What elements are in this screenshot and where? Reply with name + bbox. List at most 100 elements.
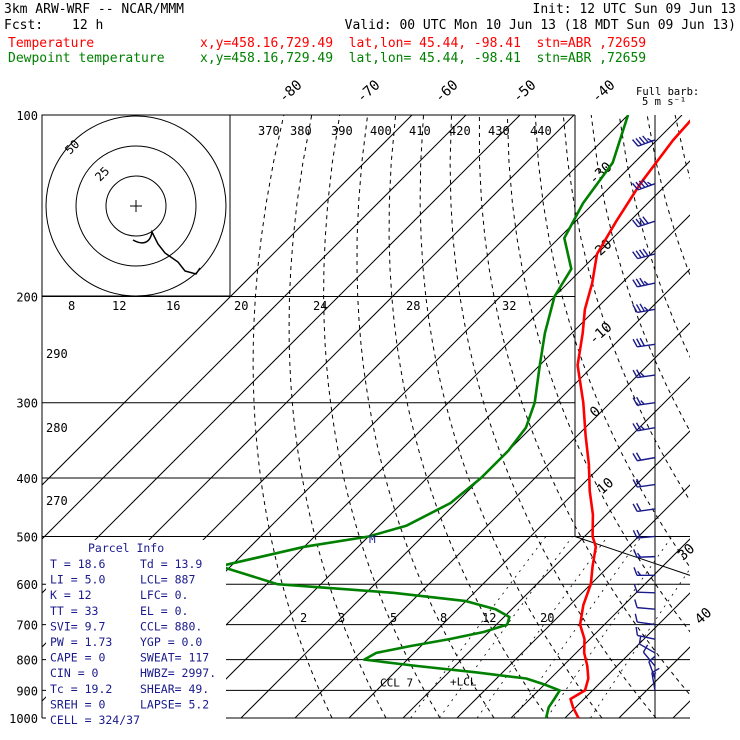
wind-barb-flag — [636, 552, 642, 558]
dry-adiabat-line — [731, 115, 740, 718]
wind-barb-flag — [638, 217, 646, 225]
wind-barb-staff — [648, 661, 656, 679]
wind-barb-flag — [634, 613, 638, 623]
wind-barb-flag — [640, 425, 645, 431]
wind-barb-flag — [642, 179, 649, 187]
wind-barb-flag — [635, 181, 643, 190]
wind-barb-flag — [636, 396, 642, 406]
parcel-info-right: EL = 0. — [140, 604, 188, 618]
wind-barb-flag — [632, 251, 639, 260]
wind-barb — [633, 567, 655, 577]
wind-barb-flag — [635, 422, 642, 431]
temperature-legend: Temperature — [8, 36, 95, 51]
wind-barb-flag — [632, 279, 638, 288]
wind-barb-staff — [636, 591, 656, 594]
parcel-info-left: SREH = 0 — [50, 697, 105, 711]
mixing-ratio-lines — [410, 536, 690, 719]
isotherm-line — [672, 700, 690, 719]
isotherm-label: 30 — [675, 541, 698, 564]
wind-barb — [631, 135, 656, 147]
parcel-info-left: SVI= 9.7 — [50, 619, 105, 633]
pressure-tick-label: 900 — [16, 684, 38, 698]
wind-barb-flag — [642, 216, 649, 224]
dry-adiabat-line — [419, 115, 603, 719]
wind-barb-staff — [637, 621, 656, 626]
wind-barb-flag — [635, 626, 639, 636]
temperature-location: x,y=458.16,729.49 lat,lon= 45.44, -98.41… — [200, 36, 647, 51]
mixing-ratio-line — [546, 536, 673, 719]
mixing-ratio-label: 12 — [482, 611, 496, 625]
pressure-tick-label: 500 — [16, 530, 38, 544]
hodograph-ring — [75, 145, 197, 267]
wind-barb-flag — [638, 136, 646, 145]
dry-adiabat-line — [323, 115, 441, 719]
wind-barb-flag — [635, 304, 642, 313]
wind-barb — [632, 452, 656, 462]
dry-adiabat-line — [646, 115, 690, 277]
wind-barb-flag — [639, 249, 646, 258]
isotherm-line — [42, 115, 467, 540]
isotherm-line — [402, 430, 690, 719]
pressure-tick-label: 800 — [16, 654, 38, 668]
wind-barb-flag — [643, 306, 649, 312]
isotherm-line — [42, 115, 413, 486]
mixing-ratio-label: 2 — [300, 611, 307, 625]
wind-barb-staff — [637, 606, 656, 610]
parcel-info-left: LI = 5.0 — [50, 573, 105, 587]
pressure-tick-label: 600 — [16, 578, 38, 592]
wind-barb — [632, 337, 656, 348]
isotherm-line — [240, 268, 690, 719]
wind-barb-flag — [633, 549, 638, 558]
wind-barb — [632, 216, 656, 228]
parcel-info-right: LAPSE= 5.2 — [140, 697, 209, 711]
dry-adiabats — [252, 115, 740, 719]
wind-barb-flag — [632, 397, 638, 406]
pressure-tick-label: 100 — [16, 109, 38, 123]
wind-barb-flag — [632, 304, 638, 313]
barb-legend-units: 5 m s⁻¹ — [642, 96, 686, 108]
isotherm-label: -10 — [586, 319, 616, 348]
mixing-ratio-label: 3 — [338, 611, 345, 625]
dry-adiabat-line — [703, 115, 740, 718]
dry-adiabat-line — [674, 115, 690, 180]
pressure-tick-label: 400 — [16, 472, 38, 486]
parcel-info-box: Parcel Info T = 18.6 Td = 13.9 LI = 5.0 LCL=… — [46, 540, 226, 727]
wind-barb-flag — [632, 453, 638, 462]
parcel-info-title: Parcel Info — [88, 541, 164, 555]
wind-barb-flag — [632, 503, 638, 512]
profile-series — [218, 115, 690, 719]
hodograph-speed-tick: 16 — [166, 299, 180, 313]
wind-barb-flag — [635, 218, 642, 227]
dry-adiabat-line — [288, 115, 387, 719]
hodograph-ring — [45, 115, 227, 297]
parcel-info-left: K = 12 — [50, 588, 92, 602]
wind-barb — [632, 422, 656, 432]
wind-barb-flag — [638, 180, 646, 188]
wind-barb-flag — [636, 503, 642, 512]
wind-barb — [632, 396, 656, 406]
hodograph-speed-tick: 20 — [234, 299, 248, 313]
wind-barb-flag — [632, 338, 638, 348]
theta-label: 390 — [331, 124, 353, 138]
wind-barb-flag — [648, 655, 656, 663]
wind-barb-flag — [635, 137, 643, 146]
wind-barb-flag — [636, 478, 642, 487]
dry-adiabat-line — [449, 115, 657, 719]
wind-barb-flag — [631, 139, 639, 147]
theta-label: 270 — [46, 494, 68, 508]
wind-barb-staff — [642, 651, 656, 667]
dry-adiabat-line — [590, 115, 690, 433]
hodograph-speed-tick: 12 — [112, 299, 126, 313]
dewpoint-location: x,y=458.16,729.49 lat,lon= 45.44, -98.41… — [200, 51, 647, 66]
theta-label: 280 — [46, 421, 68, 435]
isotherm-lines — [42, 115, 690, 719]
theta-label: 290 — [46, 347, 68, 361]
dry-adiabat-line — [388, 115, 549, 719]
isotherm-label: -40 — [589, 77, 619, 106]
isotherm-label: -80 — [276, 77, 306, 106]
dry-adiabat-line — [356, 115, 495, 719]
wind-barb-flag — [636, 369, 642, 378]
parcel-info-left: CELL = 324/37 — [50, 713, 140, 727]
mixing-ratio-label: 5 — [390, 611, 397, 625]
parcel-info-left: PW = 1.73 — [50, 635, 112, 649]
